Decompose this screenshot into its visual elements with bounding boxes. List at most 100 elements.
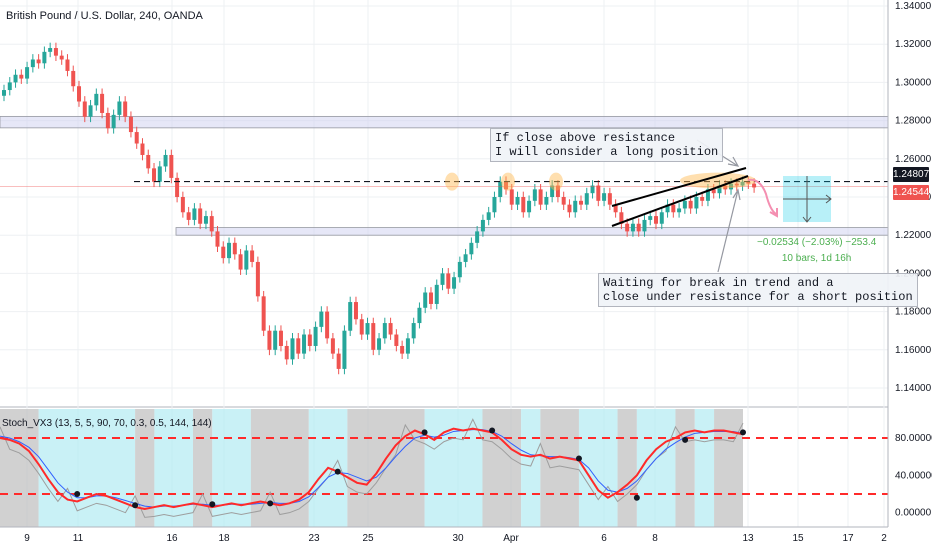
resistance-touch-circle	[445, 172, 459, 191]
candle-body	[146, 154, 151, 169]
candle-body	[238, 254, 243, 270]
indicator-label[interactable]: Stoch_VX3 (13, 5, 5, 90, 70, 0.3, 0.5, 1…	[2, 418, 212, 429]
stoch-cross-dot	[132, 502, 139, 509]
candle-body	[723, 185, 728, 190]
candle-body	[163, 154, 168, 167]
candle-body	[71, 70, 76, 87]
candle-body	[382, 323, 387, 339]
candle-body	[521, 197, 526, 213]
candle-body	[527, 200, 532, 213]
short-note[interactable]: Waiting for break in trend and a close u…	[598, 273, 918, 307]
y-tick-label: 1.16000	[895, 345, 932, 356]
candle-body	[498, 181, 503, 197]
x-tick-label: 6	[601, 533, 607, 544]
wedge-lower-line	[611, 175, 749, 227]
candle-body	[319, 311, 324, 327]
candle-body	[457, 261, 462, 278]
candle-body	[486, 212, 491, 220]
candle-body	[619, 212, 624, 224]
candle-body	[342, 330, 347, 369]
short-note-line1: Waiting for break in trend and a	[603, 276, 834, 290]
candle-body	[688, 200, 693, 209]
candle-body	[648, 216, 653, 220]
candle-body	[705, 189, 710, 201]
stoch-cross-dot	[740, 429, 746, 436]
candle-body	[313, 326, 318, 346]
candle-body	[711, 189, 716, 194]
chart-title: British Pound / U.S. Dollar, 240, OANDA	[6, 10, 203, 22]
candle-body	[492, 197, 497, 213]
x-tick-label: 23	[308, 533, 320, 544]
x-tick-label: 16	[166, 533, 178, 544]
stoch-band	[212, 409, 251, 527]
candle-body	[82, 101, 87, 117]
measure-line1: −0.02534 (−2.03%) −253.4	[757, 237, 877, 248]
wedge-upper-line	[611, 167, 747, 207]
candle-body	[752, 183, 757, 188]
stoch-cross-dot	[267, 500, 274, 507]
candle-body	[152, 168, 157, 182]
candle-body	[250, 250, 255, 262]
candle-body	[561, 197, 566, 205]
candle-body	[503, 181, 508, 190]
candle-body	[19, 74, 24, 79]
main-pane	[0, 0, 888, 405]
candle-body	[180, 197, 185, 213]
x-tick-label: 8	[652, 533, 658, 544]
candle-body	[261, 296, 266, 331]
candle-body	[452, 277, 457, 289]
stoch-cross-dot	[633, 494, 640, 501]
stoch-band	[540, 409, 579, 527]
candle-body	[273, 330, 278, 350]
candle-body	[30, 59, 35, 68]
candle-body	[740, 181, 745, 186]
short-note-line2: close under resistance for a short posit…	[603, 290, 913, 304]
candle-body	[625, 223, 630, 232]
projected-path	[747, 178, 777, 215]
x-tick-label: 13	[742, 533, 754, 544]
candle-body	[111, 114, 116, 129]
stoch-k-line	[0, 427, 744, 510]
stoch-cross-dot	[209, 501, 216, 508]
candle-body	[117, 101, 122, 115]
target-right-arrow	[825, 194, 832, 204]
candle-body	[371, 323, 376, 350]
stoch-cross-dot	[421, 429, 428, 436]
candle-body	[192, 208, 197, 220]
candle-body	[36, 59, 41, 64]
candle-body	[267, 330, 272, 350]
candle-body	[302, 334, 307, 354]
x-tick-label: 11	[73, 533, 84, 544]
candle-body	[42, 51, 47, 64]
candle-body	[538, 189, 543, 205]
candle-body	[654, 216, 659, 224]
y-tick-label: 1.32000	[895, 39, 932, 50]
candle-body	[659, 212, 664, 224]
candle-body	[175, 177, 180, 197]
candle-body	[203, 216, 208, 224]
x-tick-label: 18	[218, 533, 230, 544]
candle-body	[463, 254, 468, 262]
candle-body	[746, 181, 751, 184]
candle-body	[284, 345, 289, 360]
candle-body	[677, 208, 682, 213]
resistance-price-tag: 1.24807	[893, 167, 930, 182]
candle-body	[573, 200, 578, 213]
candle-body	[94, 93, 99, 106]
stoch-band	[135, 409, 155, 527]
candle-body	[353, 302, 358, 320]
candle-body	[630, 223, 635, 232]
stoch-band	[636, 409, 676, 527]
candle-body	[734, 183, 739, 186]
candle-body	[544, 197, 549, 205]
x-tick-label: 2	[881, 533, 887, 544]
projected-arrowhead	[769, 208, 778, 218]
candle-body	[365, 323, 370, 335]
candle-body	[65, 59, 70, 71]
candle-body	[169, 154, 174, 178]
candle-body	[509, 189, 514, 205]
y-tick-label: 1.28000	[895, 116, 932, 127]
long-note[interactable]: If close above resistance I will conside…	[490, 128, 724, 162]
candle-body	[100, 93, 105, 113]
